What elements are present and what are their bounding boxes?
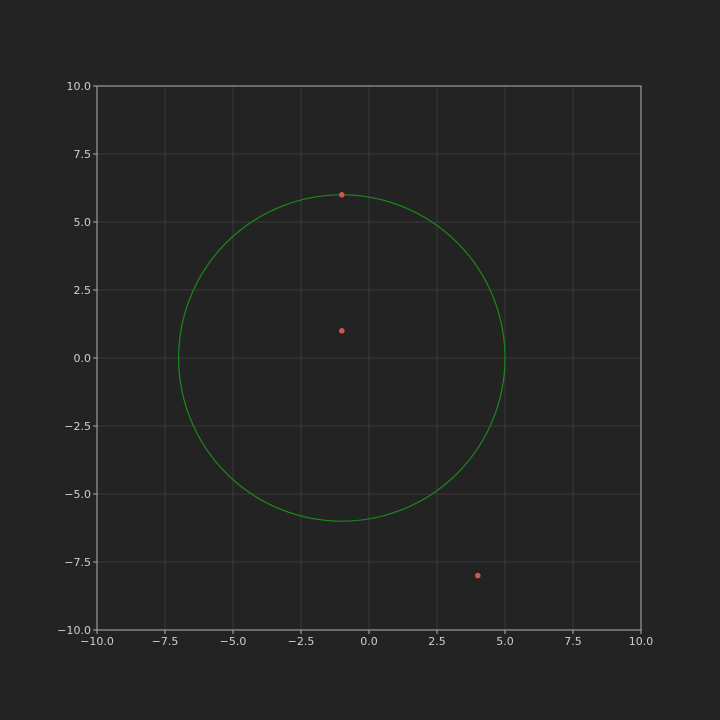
x-tick-label: −5.0 (220, 635, 247, 648)
points-layer (339, 192, 481, 579)
y-axis-ticks: −10.0 −7.5 −5.0 −2.5 0.0 2.5 5.0 7.5 10.0 (57, 80, 97, 637)
x-tick-label: −7.5 (152, 635, 179, 648)
x-axis-ticks: −10.0 −7.5 −5.0 −2.5 0.0 2.5 5.0 7.5 10.0 (80, 630, 653, 648)
y-tick-label: 7.5 (74, 148, 92, 161)
data-point (339, 328, 345, 334)
x-tick-label: 5.0 (496, 635, 514, 648)
y-tick-label: 5.0 (74, 216, 92, 229)
x-tick-label: 7.5 (564, 635, 582, 648)
y-tick-label: −5.0 (64, 488, 91, 501)
y-tick-label: −7.5 (64, 556, 91, 569)
y-tick-label: 2.5 (74, 284, 92, 297)
x-tick-label: −10.0 (80, 635, 114, 648)
data-point (339, 192, 345, 198)
y-tick-label: 10.0 (67, 80, 92, 93)
x-tick-label: 0.0 (360, 635, 378, 648)
y-tick-label: 0.0 (74, 352, 92, 365)
y-tick-label: −2.5 (64, 420, 91, 433)
y-tick-label: −10.0 (57, 624, 91, 637)
x-tick-label: −2.5 (288, 635, 315, 648)
x-tick-label: 10.0 (629, 635, 654, 648)
x-tick-label: 2.5 (428, 635, 446, 648)
data-point (475, 572, 481, 579)
